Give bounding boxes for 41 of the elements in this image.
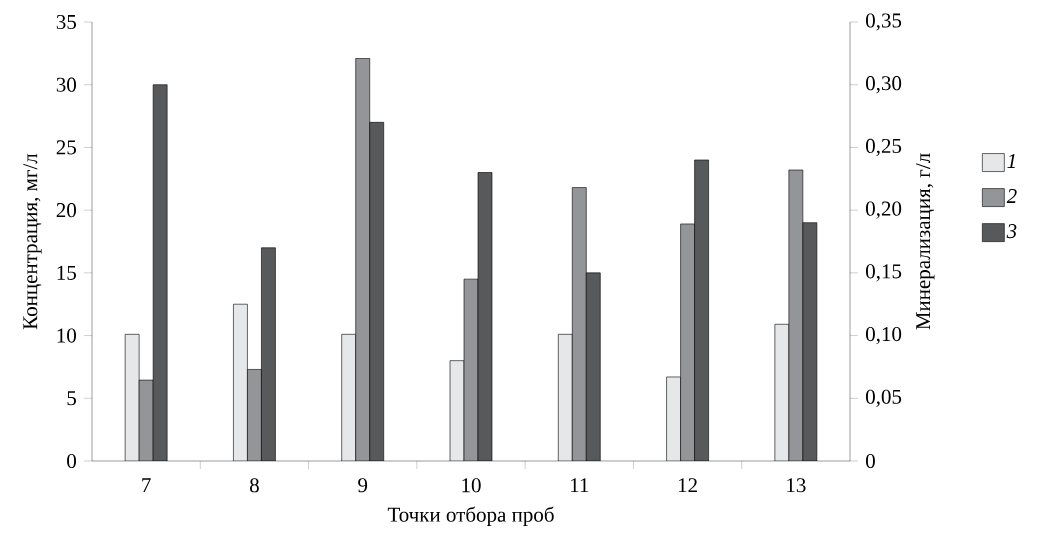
- x-tick-label: 7: [142, 478, 151, 492]
- bar: [572, 187, 587, 461]
- y2-tick-label: 0,25: [866, 138, 902, 157]
- legend-label: 3: [1006, 224, 1017, 239]
- x-tick-label: 10: [462, 478, 481, 493]
- y2-tick-label: 0,35: [866, 13, 902, 31]
- y2-tick-label: 0,15: [866, 264, 902, 282]
- x-tick-label: 12: [678, 478, 697, 493]
- bar: [233, 304, 248, 461]
- x-tick-label: 9: [358, 478, 368, 493]
- y2-axis-title: Минерализация, г/л: [916, 153, 935, 330]
- y-tick-label: 15: [57, 265, 76, 280]
- bar: [666, 376, 681, 461]
- y-tick-label: 20: [56, 203, 76, 218]
- y-tick-label: 5: [67, 391, 76, 406]
- bar: [261, 247, 276, 461]
- x-tick-label: 13: [787, 478, 806, 493]
- legend-label: 1: [1007, 154, 1015, 168]
- x-tick-label: 11: [571, 478, 589, 493]
- legend-label: 2: [1006, 189, 1017, 203]
- bar: [369, 122, 384, 461]
- bar: [680, 223, 695, 461]
- y2-tick-label: 0: [866, 453, 875, 469]
- y-tick-label: 35: [56, 14, 76, 30]
- x-axis-title: Точки отбора проб: [387, 506, 554, 527]
- bar: [341, 334, 356, 461]
- bar: [586, 272, 601, 461]
- y-tick-label: 10: [57, 328, 76, 343]
- y-axis-title: Концентрация, мг/л: [23, 153, 42, 330]
- y2-tick-label: 0,20: [866, 201, 902, 219]
- y2-tick-label: 0,30: [866, 76, 902, 94]
- y2-tick-label: 0,05: [866, 389, 902, 407]
- bar: [247, 369, 262, 461]
- x-tick-label: 8: [249, 478, 259, 493]
- y-tick-label: 0: [67, 453, 76, 469]
- bar: [355, 58, 370, 461]
- y-tick-label: 25: [56, 140, 76, 155]
- bar: [694, 159, 709, 461]
- y-tick-label: 30: [56, 77, 76, 92]
- bar: [558, 334, 573, 461]
- y2-tick-label: 0,10: [866, 326, 902, 345]
